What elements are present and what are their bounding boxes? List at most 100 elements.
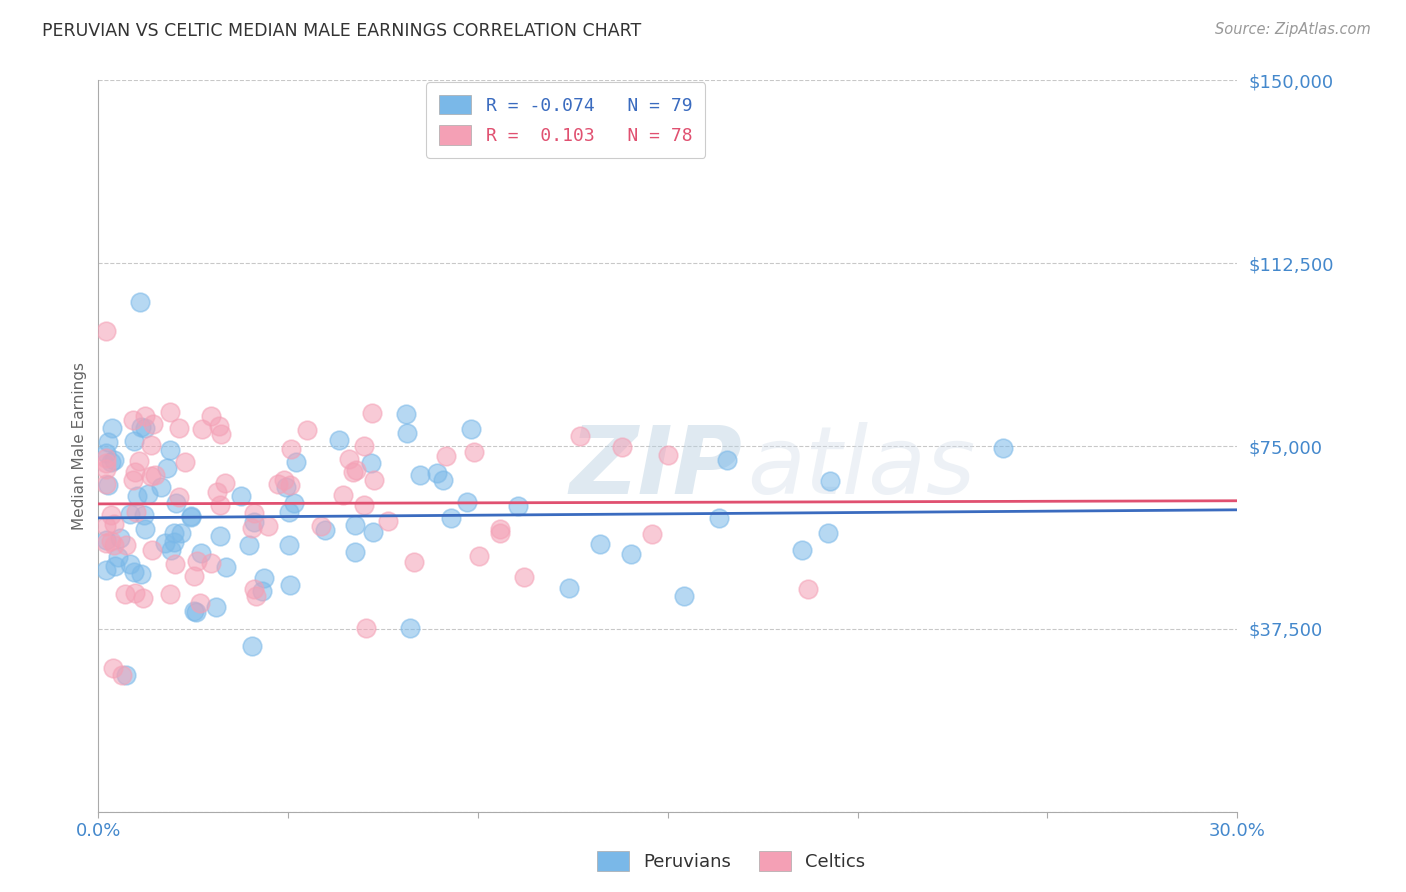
Point [167,421,190,435]
Point [208,418,231,433]
Legend: Peruvians, Celtics: Peruvians, Celtics [589,844,873,879]
Point [122,413,145,427]
Point [94,536,117,550]
Point [274,480,297,494]
Point [337,452,360,467]
Point [673,589,696,603]
Point [118,507,141,521]
Point [278,538,301,552]
Point [129,566,152,581]
Point [588,537,610,551]
Text: atlas: atlas [748,423,976,514]
Point [488,525,510,540]
Point [104,558,127,573]
Point [395,407,418,421]
Point [426,467,449,481]
Point [817,525,839,540]
Point [107,549,129,564]
Point [169,525,191,540]
Point [512,570,534,584]
Point [134,409,156,423]
Point [94,519,117,533]
Point [124,465,146,479]
Point [183,568,205,582]
Point [295,423,318,437]
Point [343,544,366,558]
Point [159,443,181,458]
Point [129,420,152,434]
Point [94,477,117,491]
Point [399,621,422,635]
Point [127,489,149,503]
Point [205,599,228,614]
Point [103,516,125,531]
Point [796,582,818,596]
Point [432,473,454,487]
Point [242,515,264,529]
Point [709,510,731,524]
Point [238,538,260,552]
Point [100,508,122,523]
Point [163,558,186,572]
Point [354,621,377,635]
Point [209,427,232,442]
Point [557,581,579,595]
Point [620,547,643,561]
Point [153,535,176,549]
Y-axis label: Median Male Earnings: Median Male Earnings [72,362,87,530]
Point [125,505,148,519]
Point [245,589,267,603]
Point [115,538,138,552]
Point [818,474,841,488]
Point [993,441,1015,455]
Point [167,490,190,504]
Point [180,509,202,524]
Point [183,604,205,618]
Point [377,514,399,528]
Point [139,469,162,483]
Point [278,478,301,492]
Point [716,452,738,467]
Point [132,508,155,523]
Point [408,467,430,482]
Point [342,465,364,479]
Point [360,456,382,470]
Point [205,484,228,499]
Point [141,542,163,557]
Point [641,527,664,541]
Point [440,511,463,525]
Point [131,591,153,606]
Point [94,446,117,460]
Point [283,496,305,510]
Point [180,510,202,524]
Point [252,571,274,585]
Point [103,452,125,467]
Point [273,474,295,488]
Point [231,489,253,503]
Legend: R = -0.074   N = 79, R =  0.103   N = 78: R = -0.074 N = 79, R = 0.103 N = 78 [426,82,706,158]
Point [191,422,214,436]
Point [149,480,172,494]
Point [101,421,124,435]
Point [344,463,367,477]
Point [468,549,491,564]
Point [114,668,136,682]
Point [97,477,120,491]
Point [396,425,419,440]
Point [568,429,591,443]
Point [256,518,278,533]
Point [434,449,457,463]
Point [332,488,354,502]
Point [277,506,299,520]
Point [209,498,232,512]
Point [214,560,236,574]
Point [240,521,263,535]
Point [94,324,117,338]
Point [200,556,222,570]
Point [612,440,634,454]
Point [508,499,530,513]
Point [142,417,165,431]
Point [94,462,117,476]
Point [243,582,266,596]
Point [94,451,117,466]
